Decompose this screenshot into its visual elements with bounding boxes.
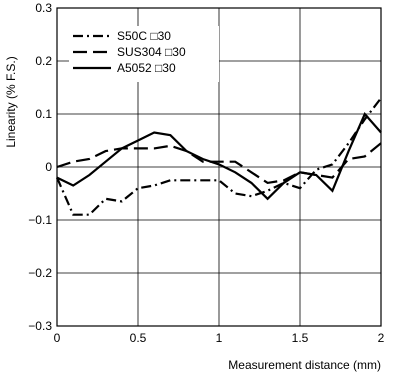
x-tick-label: 1.5 xyxy=(292,331,309,345)
x-tick-label: 0.5 xyxy=(130,331,147,345)
y-tick-label: 0 xyxy=(45,160,52,174)
legend-label: SUS304 □30 xyxy=(117,45,186,59)
y-tick-label: 0.1 xyxy=(35,107,52,121)
legend-label: S50C □30 xyxy=(117,29,171,43)
y-axis-title: Linearity (% F.S.) xyxy=(4,56,18,147)
y-tick-label: −0.1 xyxy=(28,213,52,227)
legend-label: A5052 □30 xyxy=(117,61,176,75)
x-axis-title: Measurement distance (mm) xyxy=(228,358,381,372)
x-tick-label: 0 xyxy=(54,331,61,345)
x-tick-label: 2 xyxy=(378,331,385,345)
y-tick-label: −0.2 xyxy=(28,266,52,280)
legend: S50C □30 SUS304 □30 A5052 □30 xyxy=(69,26,219,82)
y-tick-label: 0.2 xyxy=(35,54,52,68)
y-tick-label: −0.3 xyxy=(28,319,52,333)
y-tick-label: 0.3 xyxy=(35,1,52,15)
x-tick-label: 1 xyxy=(216,331,223,345)
